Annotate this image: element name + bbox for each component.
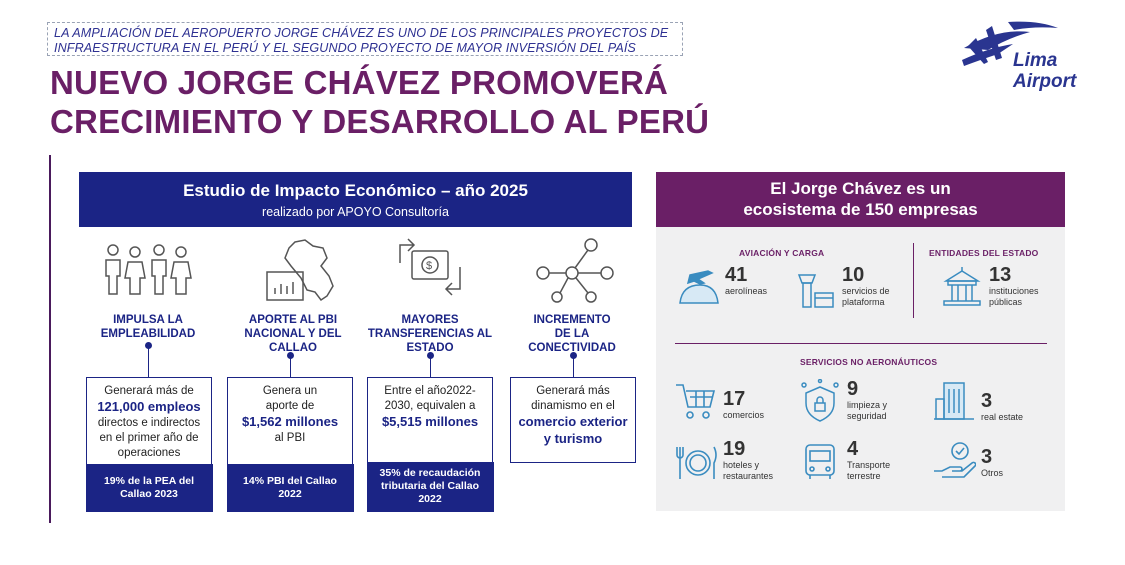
connector-dot bbox=[570, 352, 577, 359]
stat-real-estate: 3 real estate bbox=[932, 379, 1023, 423]
plate-cutlery-icon bbox=[674, 439, 718, 483]
stat-security: 9 limpieza y seguridad bbox=[798, 379, 887, 423]
peru-map-chart-icon bbox=[228, 235, 358, 305]
airplane-globe-icon bbox=[676, 265, 720, 309]
connector-dot bbox=[287, 352, 294, 359]
stat-transport: 4 Transporte terrestre bbox=[798, 439, 890, 483]
connector-dot bbox=[427, 352, 434, 359]
logo-line-1: Lima bbox=[1013, 50, 1058, 71]
money-transfer-icon: $ bbox=[365, 235, 495, 305]
subtitle-line-2: INFRAESTRUCTURA EN EL PERÚ Y EL SEGUNDO … bbox=[54, 41, 636, 55]
card-footer: 14% PBI del Callao 2022 bbox=[226, 463, 354, 512]
card-highlight: $5,515 millones bbox=[381, 414, 479, 429]
study-header: Estudio de Impacto Económico – año 2025 … bbox=[79, 172, 632, 227]
stat-commerce: 17 comercios bbox=[674, 379, 764, 423]
column-gdp: APORTE AL PBI NACIONAL Y DEL CALLAO bbox=[228, 235, 358, 355]
subtitle-line-1: LA AMPLIACIÓN DEL AEROPUERTO JORGE CHÁVE… bbox=[54, 26, 669, 40]
column-transfers: $ MAYORES TRANSFERENCIAS AL ESTADO bbox=[365, 235, 495, 355]
study-title: Estudio de Impacto Económico – año 2025 bbox=[183, 181, 528, 200]
ecosystem-panel bbox=[656, 172, 1065, 511]
card-footer: 35% de recaudación tributaria del Callao… bbox=[366, 461, 494, 512]
connector-line bbox=[573, 356, 574, 377]
card-highlight: 121,000 empleos bbox=[97, 399, 201, 414]
stat-others: 3 Otros bbox=[932, 439, 1003, 483]
title-line-1: NUEVO JORGE CHÁVEZ PROMOVERÁ bbox=[50, 64, 669, 101]
column-title: IMPULSA LA EMPLEABILIDAD bbox=[100, 314, 196, 340]
shopping-cart-icon bbox=[674, 379, 718, 423]
connector-line bbox=[148, 347, 149, 377]
card-transfers: Entre el año2022- 2030, equivalen a $5,5… bbox=[366, 377, 494, 512]
control-tower-icon bbox=[793, 265, 837, 309]
security-shield-icon bbox=[798, 379, 842, 423]
network-icon bbox=[507, 235, 637, 305]
stat-airlines: 41 aerolíneas bbox=[676, 265, 767, 309]
stat-hotels: 19 hoteles y restaurantes bbox=[674, 439, 773, 483]
card-highlight: $1,562 millones bbox=[241, 414, 339, 429]
column-title: MAYORES TRANSFERENCIAS AL ESTADO bbox=[367, 314, 493, 354]
subtitle-box: LA AMPLIACIÓN DEL AEROPUERTO JORGE CHÁVE… bbox=[47, 22, 683, 56]
card-connectivity: Generará más dinamismo en el comercio ex… bbox=[510, 377, 636, 463]
card-highlight: comercio exterior bbox=[518, 414, 628, 429]
card-footer: 19% de la PEA del Callao 2023 bbox=[85, 463, 213, 512]
study-subtitle: realizado por APOYO Consultoría bbox=[262, 205, 449, 219]
hand-check-icon bbox=[932, 439, 976, 483]
divider bbox=[675, 343, 1047, 344]
office-building-icon bbox=[932, 379, 976, 423]
ecosystem-header: El Jorge Chávez es un ecosistema de 150 … bbox=[656, 172, 1065, 227]
stat-platform: 10 servicios de plataforma bbox=[793, 265, 890, 309]
column-title: INCREMENTO DE LA CONECTIVIDAD bbox=[528, 314, 616, 354]
section-services-label: SERVICIOS NO AERONÁUTICOS bbox=[800, 357, 938, 367]
section-aviation-label: AVIACIÓN Y CARGA bbox=[739, 248, 825, 258]
government-building-icon bbox=[940, 265, 984, 309]
section-rule bbox=[49, 155, 51, 523]
bus-icon bbox=[798, 439, 842, 483]
column-employment: IMPULSA LA EMPLEABILIDAD bbox=[83, 235, 213, 341]
logo-text: Lima Airport bbox=[1013, 50, 1076, 92]
logo-line-2: Airport bbox=[1013, 71, 1077, 92]
column-connectivity: INCREMENTO DE LA CONECTIVIDAD bbox=[507, 235, 637, 355]
connector-dot bbox=[145, 342, 152, 349]
card-gdp: Genera un aporte de $1,562 millones al P… bbox=[226, 377, 354, 512]
connector-line bbox=[430, 356, 431, 377]
people-icon bbox=[83, 235, 213, 305]
page-title: NUEVO JORGE CHÁVEZ PROMOVERÁ CRECIMIENTO… bbox=[50, 63, 709, 141]
divider bbox=[913, 243, 914, 318]
section-state-label: ENTIDADES DEL ESTADO bbox=[929, 248, 1039, 258]
svg-text:$: $ bbox=[426, 260, 432, 272]
card-employment: Generará más de 121,000 empleos directos… bbox=[85, 377, 213, 512]
title-line-2: CRECIMIENTO Y DESARROLLO AL PERÚ bbox=[50, 103, 710, 140]
column-title: APORTE AL PBI NACIONAL Y DEL CALLAO bbox=[244, 314, 342, 354]
stat-institutions: 13 instituciones públicas bbox=[940, 265, 1039, 309]
connector-line bbox=[290, 356, 291, 377]
lima-airport-logo-icon bbox=[962, 21, 1058, 66]
card-highlight: y turismo bbox=[543, 431, 603, 446]
